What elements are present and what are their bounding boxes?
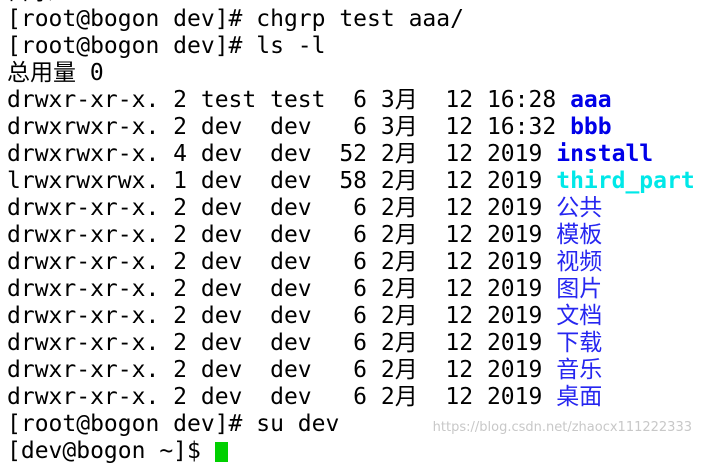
terminal-line: 总用量 0 xyxy=(7,60,695,87)
listing-row: drwxr-xr-x. 2 dev dev 6 2月 12 2019 下载 xyxy=(7,330,695,357)
file-info: drwxrwxr-x. 2 dev dev 6 3月 12 16:32 xyxy=(7,114,557,140)
line-text: 目录: xyxy=(7,0,67,5)
file-info: drwxrwxr-x. 4 dev dev 52 2月 12 2019 xyxy=(7,141,543,167)
line-text: [dev@bogon ~]$ xyxy=(7,438,215,464)
listing-row: drwxr-xr-x. 2 dev dev 6 2月 12 2019 图片 xyxy=(7,276,695,303)
file-info: drwxr-xr-x. 2 dev dev 6 2月 12 2019 xyxy=(7,276,543,302)
file-name: bbb xyxy=(570,114,612,140)
listing-row: drwxr-xr-x. 2 dev dev 6 2月 12 2019 模板 xyxy=(7,222,695,249)
file-name: 音乐 xyxy=(556,357,603,383)
line-text: 总用量 0 xyxy=(7,60,104,86)
file-info: lrwxrwxrwx. 1 dev dev 58 2月 12 2019 xyxy=(7,168,543,194)
file-name: 模板 xyxy=(556,222,603,248)
line-text: [root@bogon dev]# ls -l xyxy=(7,33,326,59)
terminal-line: [root@bogon dev]# ls -l xyxy=(7,33,695,60)
listing-row: drwxr-xr-x. 2 dev dev 6 2月 12 2019 文档 xyxy=(7,303,695,330)
file-info: drwxr-xr-x. 2 dev dev 6 2月 12 2019 xyxy=(7,384,543,410)
listing-row: drwxrwxr-x. 2 dev dev 6 3月 12 16:32 bbb xyxy=(7,114,695,141)
line-text: [root@bogon dev]# su dev xyxy=(7,411,340,437)
file-info: drwxr-xr-x. 2 dev dev 6 2月 12 2019 xyxy=(7,330,543,356)
listing-row: drwxrwxr-x. 4 dev dev 52 2月 12 2019 inst… xyxy=(7,141,695,168)
terminal-line: 目录: xyxy=(7,0,695,6)
terminal-line: [dev@bogon ~]$ xyxy=(7,438,695,465)
page: 目录:[root@bogon dev]# chgrp test aaa/[roo… xyxy=(7,0,695,464)
file-name: 桌面 xyxy=(556,384,603,410)
listing-row: drwxr-xr-x. 2 test test 6 3月 12 16:28 aa… xyxy=(7,87,695,114)
listing-row: drwxr-xr-x. 2 dev dev 6 2月 12 2019 公共 xyxy=(7,195,695,222)
listing-row: drwxr-xr-x. 2 dev dev 6 2月 12 2019 视频 xyxy=(7,249,695,276)
file-info: drwxr-xr-x. 2 dev dev 6 2月 12 2019 xyxy=(7,222,543,248)
file-name: 下载 xyxy=(556,330,603,356)
listing-row: lrwxrwxrwx. 1 dev dev 58 2月 12 2019 thir… xyxy=(7,168,695,195)
watermark: https://blog.csdn.net/zhaocx111222333 xyxy=(432,420,692,435)
file-info: drwxr-xr-x. 2 dev dev 6 2月 12 2019 xyxy=(7,303,543,329)
file-name: third_part xyxy=(556,168,695,194)
file-name: aaa xyxy=(570,87,612,113)
file-info: drwxr-xr-x. 2 dev dev 6 2月 12 2019 xyxy=(7,249,543,275)
terminal-line: [root@bogon dev]# su dev xyxy=(7,411,695,438)
file-info: drwxr-xr-x. 2 dev dev 6 2月 12 2019 xyxy=(7,195,543,221)
listing-row: drwxr-xr-x. 2 dev dev 6 2月 12 2019 音乐 xyxy=(7,357,695,384)
file-name: 文档 xyxy=(556,303,603,329)
file-name: 视频 xyxy=(556,249,603,275)
file-info: drwxr-xr-x. 2 dev dev 6 2月 12 2019 xyxy=(7,357,543,383)
terminal-line: [root@bogon dev]# chgrp test aaa/ xyxy=(7,6,695,33)
file-name: 公共 xyxy=(556,195,603,221)
file-name: install xyxy=(556,141,654,167)
file-name: 图片 xyxy=(556,276,603,302)
line-text: [root@bogon dev]# chgrp test aaa/ xyxy=(7,6,464,32)
file-info: drwxr-xr-x. 2 test test 6 3月 12 16:28 xyxy=(7,87,557,113)
listing-row: drwxr-xr-x. 2 dev dev 6 2月 12 2019 桌面 xyxy=(7,384,695,411)
terminal: 目录:[root@bogon dev]# chgrp test aaa/[roo… xyxy=(7,0,695,465)
